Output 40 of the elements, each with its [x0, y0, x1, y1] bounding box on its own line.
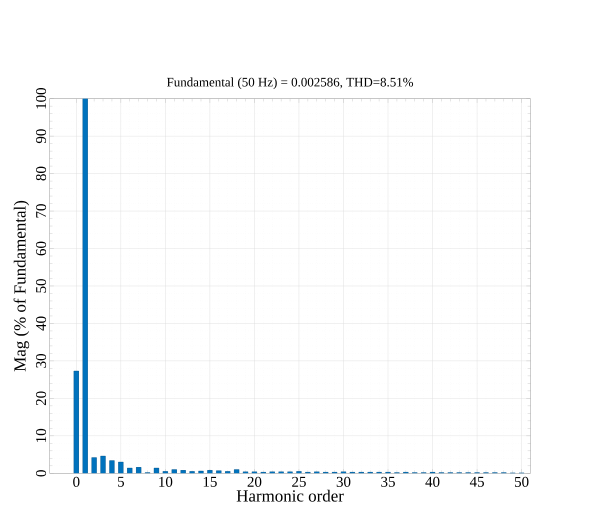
x-tick-label: 50 — [515, 476, 528, 487]
y-tick-label: 0 — [36, 470, 46, 476]
bar — [154, 468, 160, 474]
bar — [207, 470, 213, 474]
x-tick-label: 10 — [159, 476, 172, 487]
bar — [216, 470, 222, 474]
y-tick-label: 90 — [36, 129, 46, 144]
bar — [109, 460, 115, 474]
x-tick-label: 30 — [336, 476, 350, 487]
y-tick-label: 80 — [36, 166, 46, 180]
y-tick-label: 70 — [36, 204, 46, 218]
y-tick-label: 100 — [36, 88, 46, 108]
bar — [234, 469, 240, 474]
bar — [100, 456, 106, 474]
y-tick-label: 40 — [36, 316, 46, 331]
bar — [82, 98, 88, 474]
chart-title: Fundamental (50 Hz) = 0.002586, THD=8.51% — [166, 77, 414, 90]
x-tick-label: 0 — [73, 476, 80, 487]
bar — [74, 370, 79, 474]
y-tick-label: 50 — [36, 278, 46, 292]
bar — [118, 462, 124, 474]
y-tick-label: 60 — [36, 242, 46, 256]
y-tick-label: 30 — [36, 354, 46, 368]
bar — [136, 466, 142, 474]
x-tick-label: 45 — [470, 476, 484, 487]
bar — [180, 470, 186, 474]
x-tick-label: 40 — [425, 476, 440, 487]
x-tick-label: 5 — [118, 476, 124, 487]
x-tick-label: 15 — [204, 476, 217, 487]
y-axis-title: Mag (% of Fundamental) — [14, 200, 30, 372]
bar — [127, 468, 132, 474]
y-tick-label: 10 — [36, 428, 46, 442]
x-tick-label: 35 — [381, 476, 395, 487]
x-tick-label: 20 — [248, 476, 262, 487]
bar — [198, 470, 204, 474]
y-tick-label: 20 — [36, 391, 46, 406]
bar — [91, 457, 97, 474]
x-axis-title: Harmonic order — [236, 490, 344, 502]
x-tick-label: 25 — [292, 476, 306, 487]
bar — [172, 469, 177, 474]
